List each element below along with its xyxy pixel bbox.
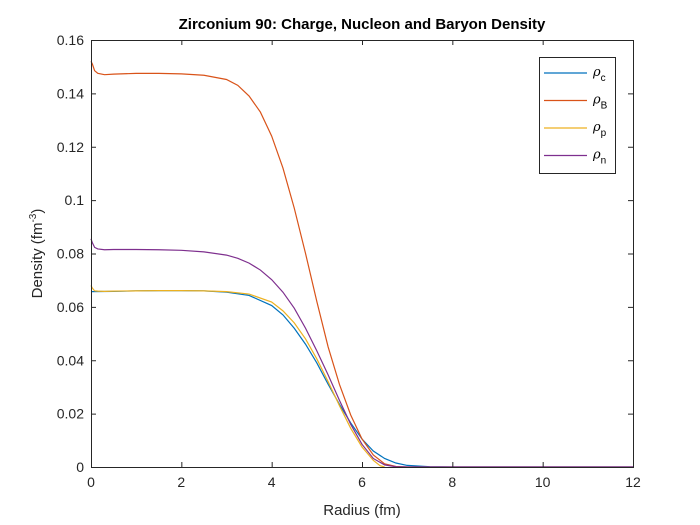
x-tick-label: 10 [535, 474, 551, 490]
legend-symbol: ρ [592, 148, 601, 163]
y-tick-label: 0.06 [57, 299, 84, 315]
y-axis-label-exponent: -3 [28, 213, 39, 222]
x-axis-label: Radius (fm) [323, 502, 401, 519]
y-tick-label: 0.16 [57, 32, 84, 48]
legend-label-p: ρp [592, 120, 607, 139]
x-tick-label: 6 [358, 474, 366, 490]
x-tick-label: 0 [87, 474, 95, 490]
x-tick-label: 4 [268, 474, 276, 490]
y-axis: 0 0.02 0.04 0.06 0.08 0.1 0.12 0.14 0.16 [57, 32, 633, 475]
y-tick-label: 0.1 [65, 192, 85, 208]
legend-label-B: ρB [592, 93, 608, 112]
x-axis: 0 2 4 6 8 10 12 [87, 40, 641, 490]
y-tick-label: 0.14 [57, 85, 84, 101]
legend-subscript: B [601, 101, 608, 112]
legend-subscript: c [601, 73, 606, 84]
y-tick-label: 0.04 [57, 352, 84, 368]
y-axis-label: Density (fm-3) [28, 209, 46, 299]
series-line-n [90, 238, 633, 468]
y-axis-label-close: ) [29, 209, 46, 214]
chart-title: Zirconium 90: Charge, Nucleon and Baryon… [179, 16, 546, 33]
y-tick-label: 0.12 [57, 139, 84, 155]
legend-symbol: ρ [592, 120, 601, 135]
y-tick-label: 0.02 [57, 406, 84, 422]
legend-subscript: p [601, 128, 607, 139]
legend-label-n: ρn [592, 148, 606, 167]
legend-label-c: ρc [592, 65, 606, 84]
legend-subscript: n [601, 156, 607, 167]
y-axis-label-main: Density (fm [29, 223, 46, 299]
x-tick-label: 8 [448, 474, 456, 490]
y-tick-label: 0.08 [57, 246, 84, 262]
x-tick-label: 2 [177, 474, 185, 490]
y-tick-label: 0 [76, 459, 84, 475]
legend-box [539, 57, 616, 174]
x-tick-label: 12 [625, 474, 641, 490]
series-line-p [90, 285, 385, 468]
legend-symbol: ρ [592, 65, 601, 80]
legend-symbol: ρ [592, 93, 601, 108]
